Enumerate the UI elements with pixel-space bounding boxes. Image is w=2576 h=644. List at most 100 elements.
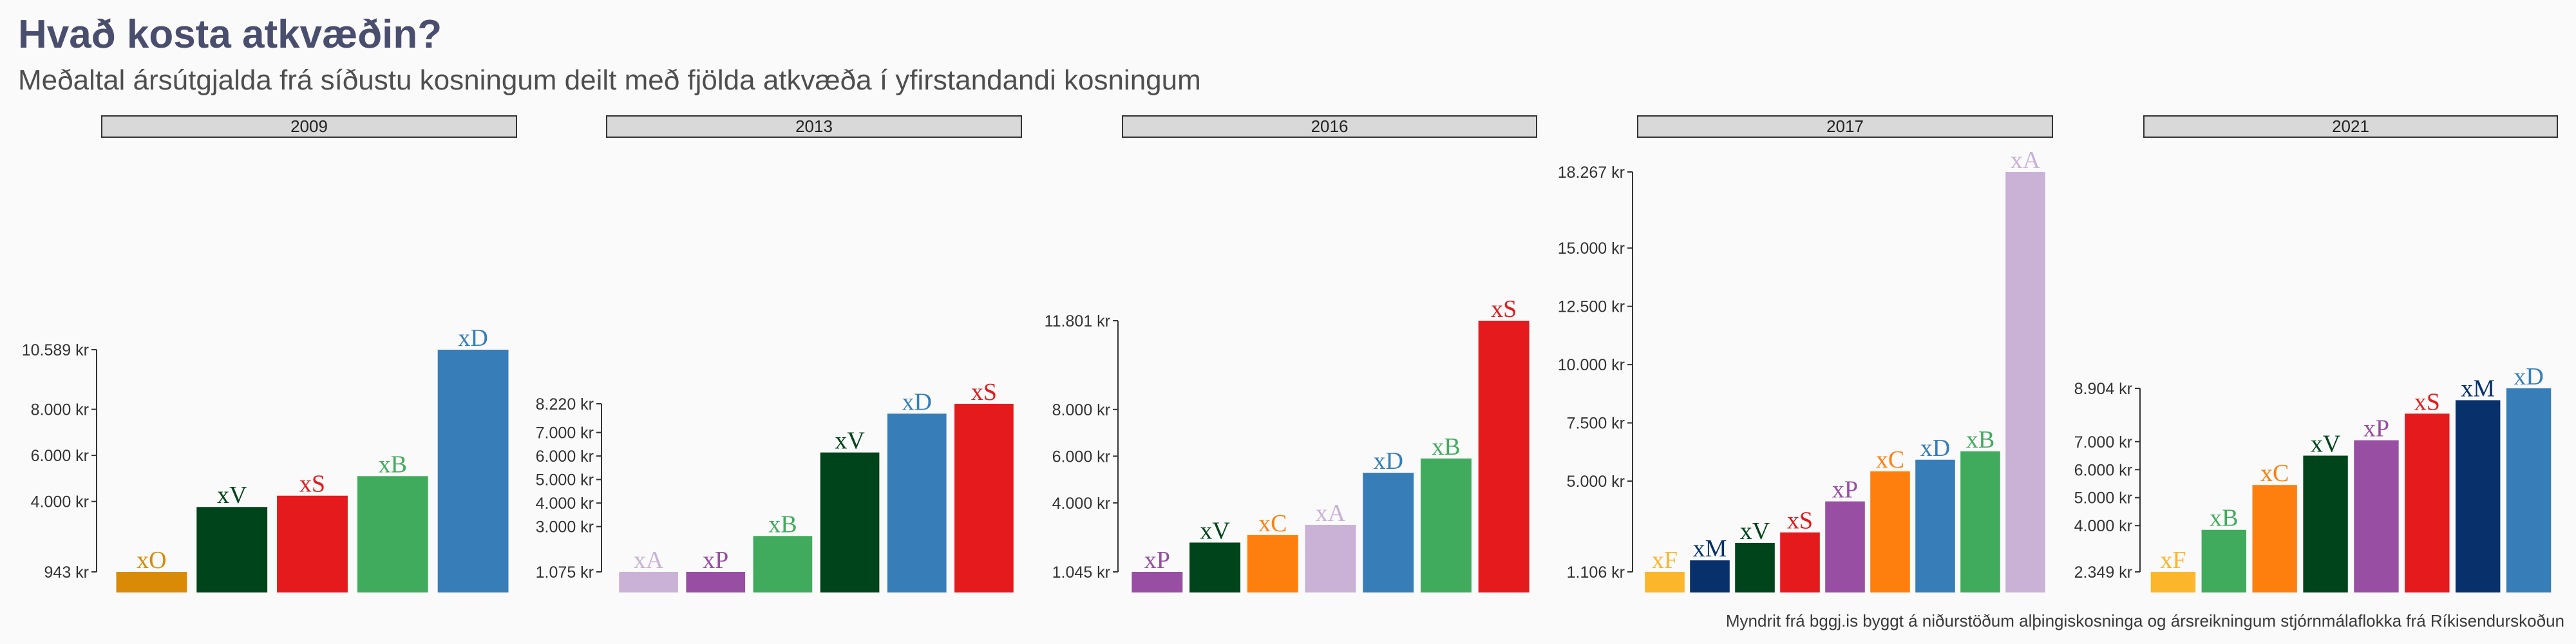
y-tick-label: 1.045 kr [1052, 564, 1110, 582]
bar-2016-xP [1132, 572, 1183, 592]
y-tick-label: 8.000 kr [31, 401, 89, 419]
bar-label: xS [1787, 507, 1813, 535]
y-tick-label: 11.801 kr [1045, 312, 1110, 330]
y-tick-label: 4.000 kr [1052, 495, 1110, 513]
bar-label: xA [2011, 147, 2041, 174]
y-tick-label: 8.220 kr [536, 395, 594, 413]
panel-strip [1122, 115, 1537, 138]
y-tick-label: 6.000 kr [1052, 448, 1110, 466]
y-tick-label: 4.000 kr [536, 495, 594, 513]
bar-label: xP [2363, 415, 2389, 442]
chart-title: Hvað kosta atkvæðin? [18, 12, 442, 57]
bar-2009-xD [437, 350, 509, 592]
y-tick-label: 10.589 kr [22, 341, 89, 359]
bar-label: xS [2414, 388, 2440, 415]
y-tick-label: 1.106 kr [1567, 564, 1625, 582]
y-tick-label: 5.000 kr [2074, 489, 2132, 507]
bar-2017-xD [1915, 459, 1955, 592]
chart-subtitle: Meðaltal ársútgjalda frá síðustu kosning… [18, 64, 1201, 96]
source-caption: Myndrit frá bggj.is byggt á niðurstöðum … [1725, 611, 2564, 630]
bar-2009-xS [277, 495, 348, 592]
bar-2021-xB [2201, 529, 2247, 592]
y-tick-label: 5.000 kr [536, 471, 594, 489]
bar-2009-xB [357, 476, 428, 592]
bar-label: xF [1652, 547, 1678, 574]
panel-strip [1637, 115, 2053, 138]
bar-label: xB [768, 511, 797, 538]
bar-label: xO [137, 547, 166, 574]
y-tick-label: 7.000 kr [2074, 433, 2132, 451]
bar-2017-xM [1690, 560, 1730, 592]
y-tick-label: 6.000 kr [2074, 461, 2132, 479]
y-tick-label: 8.904 kr [2074, 380, 2132, 398]
y-tick-label: 7.000 kr [536, 424, 594, 442]
bar-label: xS [971, 379, 997, 406]
y-tick-label: 4.000 kr [31, 493, 89, 511]
bar-2013-xP [686, 572, 746, 592]
bar-label: xV [1200, 517, 1230, 544]
y-tick-label: 2.349 kr [2074, 564, 2132, 582]
bar-label: xC [1876, 446, 1904, 473]
y-tick-label: 4.000 kr [2074, 517, 2132, 535]
bar-label: xD [1373, 448, 1403, 475]
bar-2017-xB [1960, 451, 2000, 592]
bar-2021-xP [2354, 440, 2399, 592]
bar-2013-xA [619, 572, 678, 592]
y-tick-label: 5.000 kr [1567, 473, 1625, 491]
bar-2016-xB [1420, 458, 1472, 592]
bar-label: xD [1920, 435, 1950, 462]
panel-strip-label: 2016 [1311, 117, 1349, 136]
bar-2013-xB [753, 536, 813, 592]
bar-label: xC [1258, 510, 1287, 537]
bar-label: xD [458, 325, 488, 352]
bar-label: xV [2311, 431, 2341, 458]
bar-label: xM [1693, 535, 1727, 562]
bar-2021-xC [2252, 485, 2297, 592]
bar-label: xA [1316, 500, 1346, 527]
y-tick-label: 6.000 kr [31, 447, 89, 465]
bar-2013-xD [887, 413, 947, 592]
bar-label: xD [902, 388, 932, 415]
bar-label: xC [2260, 460, 2289, 487]
y-tick-label: 8.000 kr [1052, 401, 1110, 419]
y-tick-label: 943 kr [44, 564, 89, 582]
panel-strip [606, 115, 1022, 138]
bar-label: xV [1740, 518, 1770, 545]
y-tick-label: 18.267 kr [1558, 164, 1625, 182]
panel-strip-label: 2009 [290, 117, 328, 136]
panel-strip-label: 2021 [2332, 117, 2369, 136]
bar-label: xB [379, 451, 407, 478]
bar-2021-xM [2455, 400, 2501, 592]
y-tick-label: 7.500 kr [1567, 415, 1625, 433]
y-tick-label: 10.000 kr [1558, 356, 1625, 374]
bar-2021-xV [2303, 455, 2348, 592]
panel-strip [2143, 115, 2558, 138]
bar-label: xM [2461, 375, 2495, 402]
bar-2013-xS [954, 404, 1014, 592]
bar-2016-xA [1305, 524, 1356, 592]
y-tick-label: 1.075 kr [536, 564, 594, 582]
bar-2016-xS [1478, 321, 1530, 592]
y-tick-label: 6.000 kr [536, 448, 594, 466]
bar-label: xS [1491, 296, 1517, 323]
bar-label: xA [634, 547, 664, 574]
bar-2017-xS [1780, 532, 1820, 592]
bar-label: xD [2514, 363, 2543, 390]
bar-label: xF [2160, 547, 2186, 574]
bar-2021-xS [2405, 413, 2450, 592]
bar-label: xV [835, 428, 865, 455]
bar-label: xS [299, 471, 325, 498]
y-tick-label: 3.000 kr [536, 518, 594, 536]
bar-2016-xV [1189, 542, 1241, 592]
bar-2017-xF [1645, 572, 1685, 592]
y-tick-label: 12.500 kr [1558, 298, 1625, 316]
panel-strip [101, 115, 517, 138]
bar-2017-xP [1825, 501, 1865, 592]
bar-2009-xO [116, 572, 187, 592]
bar-label: xV [217, 482, 247, 509]
bar-label: xP [1832, 477, 1858, 504]
bar-label: xB [2210, 505, 2238, 532]
bar-label: xB [1966, 426, 1994, 453]
bar-label: xP [1144, 547, 1170, 574]
